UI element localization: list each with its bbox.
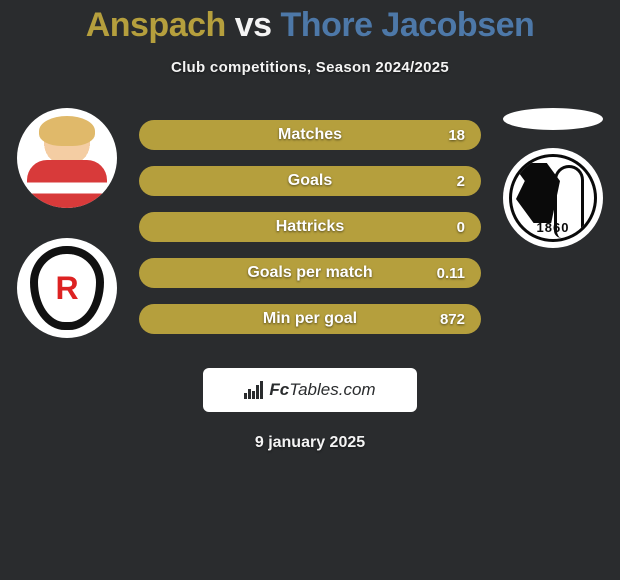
stat-value: 2: [457, 173, 465, 190]
player1-name: Anspach: [86, 6, 226, 44]
stat-label: Hattricks: [139, 218, 481, 236]
vs-text: vs: [235, 6, 272, 44]
stat-row: Hattricks0: [139, 212, 481, 242]
card-container: Anspach vs Thore Jacobsen Club competiti…: [0, 0, 620, 452]
player2-name: Thore Jacobsen: [281, 6, 535, 44]
club-letter: R: [55, 270, 78, 307]
brand-tables: Tables: [289, 380, 338, 399]
stat-value: 0.11: [437, 265, 465, 282]
stat-row: Min per goal872: [139, 304, 481, 334]
player2-photo-placeholder: [503, 108, 603, 130]
stat-row: Matches18: [139, 120, 481, 150]
club-shield: R: [30, 246, 104, 330]
right-column: 1860: [503, 108, 603, 248]
content-row: R Matches18 Goals2 Hattricks0 Goals per mat…: [0, 108, 620, 338]
date-text: 9 january 2025: [0, 434, 620, 452]
stat-row: Goals per match0.11: [139, 258, 481, 288]
club-lion-shield: 1860: [509, 154, 597, 242]
brand-suffix: .com: [339, 380, 376, 399]
stat-label: Matches: [139, 126, 481, 144]
stat-label: Goals per match: [139, 264, 481, 282]
player1-face-placeholder: [17, 108, 117, 208]
stat-value: 18: [448, 127, 465, 144]
page-title: Anspach vs Thore Jacobsen: [0, 6, 620, 45]
player1-photo: [17, 108, 117, 208]
stat-value: 872: [440, 311, 465, 328]
stat-row: Goals2: [139, 166, 481, 196]
stat-label: Goals: [139, 172, 481, 190]
brand-box: FcTables.com: [203, 368, 417, 412]
left-column: R: [17, 108, 117, 338]
stat-label: Min per goal: [139, 310, 481, 328]
club-year: 1860: [512, 220, 594, 235]
player2-club-logo: 1860: [503, 148, 603, 248]
stat-value: 0: [457, 219, 465, 236]
stats-list: Matches18 Goals2 Hattricks0 Goals per match…: [139, 120, 481, 334]
brand-text: FcTables.com: [269, 380, 375, 400]
brand-fc: Fc: [269, 380, 289, 399]
subtitle: Club competitions, Season 2024/2025: [0, 59, 620, 76]
player1-club-logo: R: [17, 238, 117, 338]
brand-chart-icon: [244, 381, 263, 399]
